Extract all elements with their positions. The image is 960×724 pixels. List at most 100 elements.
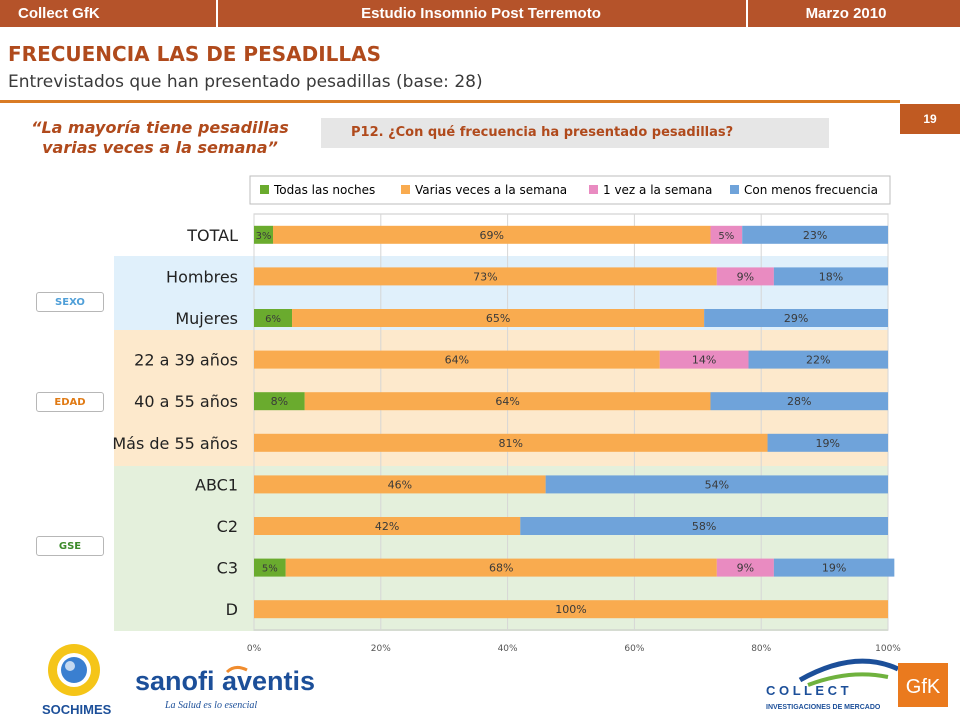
segment-label-sexo: SEXO	[36, 292, 104, 312]
data-label: 14%	[692, 354, 716, 367]
sanofi-logo: sanofi aventis La Salud es lo esencial	[135, 664, 315, 718]
collect-arc-icon	[798, 658, 900, 683]
page-subtitle: Entrevistados que han presentado pesadil…	[8, 72, 483, 92]
data-label: 5%	[262, 564, 278, 575]
x-tick-label: 40%	[498, 644, 518, 654]
bar-segment	[716, 558, 774, 577]
data-label: 100%	[555, 603, 586, 616]
header-divider	[216, 0, 218, 27]
bar-segment	[254, 267, 717, 286]
data-label: 8%	[271, 395, 288, 408]
data-label: 73%	[473, 270, 497, 283]
x-tick-label: 20%	[371, 644, 391, 654]
data-label: 65%	[486, 312, 510, 325]
bar-segment	[520, 517, 888, 535]
data-label: 64%	[445, 354, 469, 367]
bar-segment	[659, 350, 749, 369]
segment-label-edad: EDAD	[36, 392, 104, 412]
category-label: Más de 55 años	[112, 434, 238, 453]
title-rule	[0, 100, 900, 103]
bar-segment	[773, 558, 895, 577]
data-label: 5%	[718, 231, 734, 242]
data-label: 42%	[375, 520, 399, 533]
category-label: Mujeres	[175, 309, 238, 328]
header-right: Marzo 2010	[805, 5, 887, 22]
header-center: Estudio Insomnio Post Terremoto	[361, 5, 601, 22]
page-number: 19	[900, 104, 960, 134]
legend-swatch	[730, 185, 739, 194]
category-label: C2	[217, 517, 238, 536]
bar-segment	[710, 392, 888, 411]
data-label: 69%	[480, 229, 504, 242]
data-label: 23%	[803, 229, 827, 242]
category-label: Hombres	[166, 267, 238, 286]
data-label: 9%	[737, 270, 754, 283]
bar-segment	[767, 433, 888, 452]
category-label: 22 a 39 años	[134, 351, 238, 370]
header-divider	[746, 0, 748, 27]
data-label: 18%	[819, 270, 843, 283]
category-label: C3	[217, 559, 238, 578]
bar-segment	[716, 267, 774, 286]
bar-segment	[304, 392, 711, 411]
data-label: 46%	[388, 478, 412, 491]
x-tick-label: 100%	[875, 644, 901, 654]
sanofi-wordmark: sanofi aventis	[135, 666, 315, 696]
data-label: 54%	[705, 478, 729, 491]
data-label: 22%	[806, 354, 830, 367]
bar-segment	[545, 475, 888, 494]
bar-segment	[748, 350, 888, 369]
data-label: 29%	[784, 312, 808, 325]
segment-label-gse: GSE	[36, 536, 104, 556]
page-title: FRECUENCIA LAS DE PESADILLAS	[8, 42, 382, 66]
x-tick-label: 0%	[247, 644, 262, 654]
legend-label: 1 vez a la semana	[603, 183, 712, 197]
header-bar: Collect GfK Estudio Insomnio Post Terrem…	[0, 0, 960, 27]
x-tick-label: 60%	[624, 644, 644, 654]
bar-segment	[292, 309, 705, 327]
quote-text: “La mayoría tiene pesadillas varias vece…	[31, 118, 289, 157]
bar-segment	[773, 267, 888, 286]
bar-segment	[254, 392, 305, 411]
collect-subtitle: INVESTIGACIONES DE MERCADO	[766, 704, 881, 711]
legend-swatch	[260, 185, 269, 194]
legend-swatch	[401, 185, 410, 194]
data-label: 81%	[499, 437, 523, 450]
sanofi-swoosh-icon	[225, 665, 248, 674]
sochimes-wordmark: SOCHIMES	[42, 702, 112, 717]
collect-wordmark: C O L L E C T	[766, 683, 849, 698]
bar-segment	[704, 309, 888, 327]
bar-segment	[254, 350, 660, 369]
bar-segment	[254, 309, 293, 327]
bar-segment	[254, 600, 888, 619]
data-label: 19%	[816, 437, 840, 450]
legend-label: Con menos frecuencia	[744, 183, 878, 197]
data-label: 68%	[489, 562, 513, 575]
bar-segment	[254, 475, 546, 494]
data-label: 28%	[787, 395, 811, 408]
gfk-box	[898, 663, 948, 707]
legend-label: Varias veces a la semana	[415, 183, 567, 197]
data-label: 3%	[256, 231, 272, 242]
collect-arc-icon	[807, 672, 889, 687]
legend-label: Todas las noches	[273, 183, 375, 197]
bar-segment	[710, 225, 743, 244]
legend-swatch	[589, 185, 598, 194]
gfk-wordmark: GfK	[906, 676, 941, 698]
bar-segment	[254, 433, 768, 452]
header-left: Collect GfK	[18, 5, 100, 22]
data-label: 9%	[737, 562, 754, 575]
sanofi-tagline: La Salud es lo esencial	[164, 700, 257, 711]
collect-gfk-logo: C O L L E C T INVESTIGACIONES DE MERCADO…	[760, 655, 960, 724]
bar-segment	[254, 225, 274, 244]
bar-segment	[254, 517, 521, 535]
data-label: 19%	[822, 562, 846, 575]
category-label: TOTAL	[186, 226, 238, 245]
legend-box	[249, 175, 891, 205]
category-label: 40 a 55 años	[134, 392, 238, 411]
sun-icon	[48, 644, 100, 696]
question-box: P12. ¿Con qué frecuencia ha presentado p…	[321, 118, 829, 148]
bar-segment	[285, 558, 717, 577]
data-label: 58%	[692, 520, 716, 533]
